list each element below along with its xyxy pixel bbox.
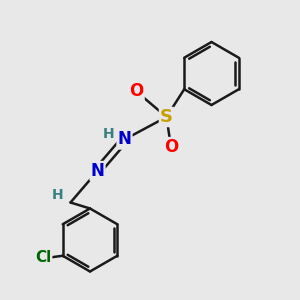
Text: N: N — [118, 130, 131, 148]
Text: H: H — [52, 188, 64, 202]
Text: N: N — [91, 162, 104, 180]
Text: O: O — [129, 82, 144, 100]
Text: Cl: Cl — [35, 250, 51, 265]
Text: H: H — [103, 127, 115, 141]
Text: S: S — [160, 108, 173, 126]
Text: O: O — [164, 138, 178, 156]
